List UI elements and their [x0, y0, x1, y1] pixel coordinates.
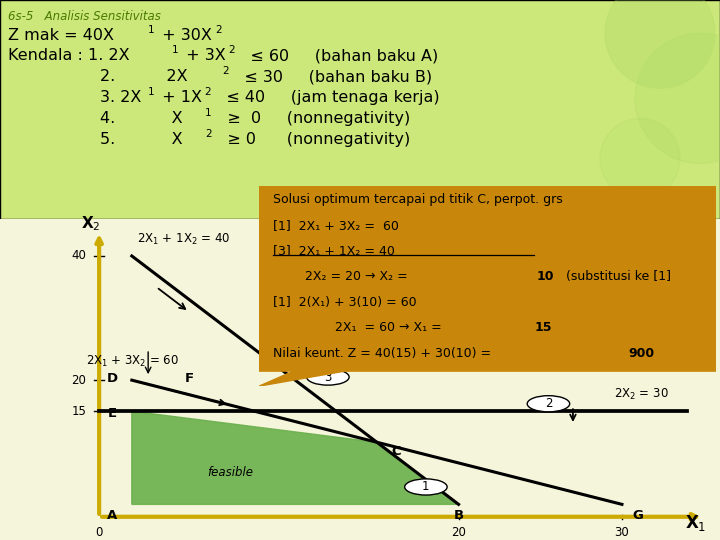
Text: feasible: feasible	[207, 467, 253, 480]
Text: 3. 2X: 3. 2X	[100, 90, 141, 105]
Text: 5.           X: 5. X	[100, 132, 183, 147]
Text: 10: 10	[536, 270, 554, 283]
Text: [3]  2X₁ + 1X₂ = 40: [3] 2X₁ + 1X₂ = 40	[273, 245, 395, 258]
Text: 15: 15	[535, 321, 552, 334]
Text: 2X$_1$ + 3X$_2$ = 60: 2X$_1$ + 3X$_2$ = 60	[86, 354, 179, 369]
Text: ≥  0     (nonnegativity): ≥ 0 (nonnegativity)	[212, 111, 410, 126]
Circle shape	[605, 0, 715, 88]
Text: + 3X: + 3X	[181, 48, 226, 63]
Text: ≤ 40     (jam tenaga kerja): ≤ 40 (jam tenaga kerja)	[211, 90, 440, 105]
Text: 20: 20	[451, 526, 466, 539]
FancyBboxPatch shape	[248, 181, 720, 371]
FancyBboxPatch shape	[0, 0, 720, 219]
Polygon shape	[132, 411, 459, 504]
Text: Solusi optimum tercapai pd titik C, perpot. grs: Solusi optimum tercapai pd titik C, perp…	[273, 193, 562, 206]
Text: C: C	[392, 445, 401, 458]
Text: [1]  2X₁ + 3X₂ =  60: [1] 2X₁ + 3X₂ = 60	[273, 219, 399, 232]
Text: 40: 40	[71, 249, 86, 262]
Text: 2: 2	[222, 66, 229, 76]
Text: 0: 0	[96, 526, 103, 539]
Text: [1]  2(X₁) + 3(10) = 60: [1] 2(X₁) + 3(10) = 60	[273, 295, 417, 308]
Circle shape	[307, 369, 349, 385]
Text: 2X$_1$ + 1X$_2$ = 40: 2X$_1$ + 1X$_2$ = 40	[137, 232, 230, 247]
Text: 30: 30	[615, 526, 629, 539]
Text: Z mak = 40X: Z mak = 40X	[8, 28, 114, 43]
Text: + 30X: + 30X	[157, 28, 212, 43]
Polygon shape	[259, 366, 374, 386]
Text: ≤ 30     (bahan baku B): ≤ 30 (bahan baku B)	[229, 69, 432, 84]
Text: 2X$_2$ = 30: 2X$_2$ = 30	[614, 387, 668, 402]
Text: X$_2$: X$_2$	[81, 214, 101, 233]
Text: 2: 2	[545, 397, 552, 410]
Text: 2: 2	[204, 87, 211, 97]
Text: X$_1$: X$_1$	[685, 513, 706, 533]
Text: (substitusi ke [1]: (substitusi ke [1]	[562, 270, 671, 283]
Text: Nilai keunt. Z = 40(15) + 30(10) =: Nilai keunt. Z = 40(15) + 30(10) =	[273, 347, 495, 360]
Text: 2X₂ = 20 → X₂ =: 2X₂ = 20 → X₂ =	[305, 270, 412, 283]
Circle shape	[600, 118, 680, 199]
Text: 1: 1	[172, 45, 179, 55]
Text: 1: 1	[148, 87, 155, 97]
Text: 1: 1	[422, 481, 430, 494]
Text: 4.           X: 4. X	[100, 111, 183, 126]
Text: 2.          2X: 2. 2X	[100, 69, 188, 84]
Text: E: E	[108, 407, 117, 420]
Text: ≥ 0      (nonnegativity): ≥ 0 (nonnegativity)	[212, 132, 410, 147]
Text: + 1X: + 1X	[157, 90, 202, 105]
Text: ≤ 60     (bahan baku A): ≤ 60 (bahan baku A)	[235, 48, 438, 63]
Text: 3: 3	[324, 370, 332, 383]
Text: 2: 2	[215, 25, 222, 35]
Text: 20: 20	[71, 374, 86, 387]
Text: B: B	[454, 509, 464, 522]
Text: 900: 900	[629, 347, 654, 360]
Text: D: D	[107, 372, 118, 385]
Text: F: F	[184, 372, 194, 385]
Text: 2: 2	[228, 45, 235, 55]
Text: 1: 1	[205, 109, 212, 118]
Text: 2X₁  = 60 → X₁ =: 2X₁ = 60 → X₁ =	[335, 321, 446, 334]
Text: 6s-5   Analisis Sensitivitas: 6s-5 Analisis Sensitivitas	[8, 10, 161, 23]
Text: 1: 1	[148, 25, 155, 35]
Text: 2: 2	[205, 130, 212, 139]
Circle shape	[405, 479, 447, 495]
Circle shape	[527, 396, 570, 412]
Text: Kendala : 1. 2X: Kendala : 1. 2X	[8, 48, 130, 63]
Text: G: G	[633, 509, 644, 522]
Circle shape	[635, 33, 720, 164]
Text: A: A	[107, 509, 117, 522]
Text: 15: 15	[71, 404, 86, 418]
